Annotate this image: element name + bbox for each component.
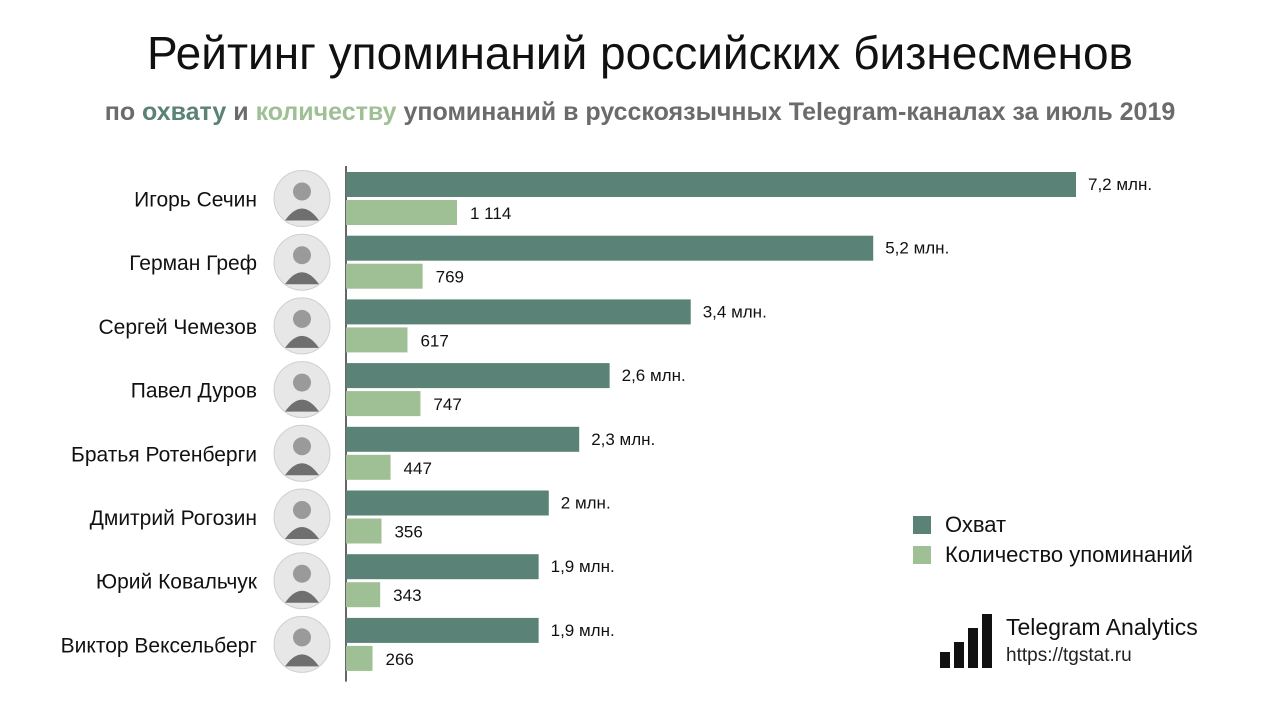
- legend: Охват Количество упоминаний: [913, 510, 1193, 570]
- category-label: Дмитрий Рогозин: [90, 507, 257, 530]
- person-photo-head: [293, 373, 311, 392]
- data-label-count: 356: [394, 523, 422, 542]
- data-label-reach: 3,4 млн.: [703, 302, 767, 321]
- data-label-count: 1 114: [470, 204, 511, 223]
- legend-swatch-count: [913, 546, 931, 564]
- data-label-count: 266: [386, 650, 414, 669]
- legend-item-count: Количество упоминаний: [913, 540, 1193, 570]
- data-label-reach: 1,9 млн.: [551, 621, 615, 640]
- data-label-reach: 2,3 млн.: [591, 430, 655, 449]
- category-label: Герман Греф: [129, 252, 257, 275]
- category-label: Игорь Сечин: [134, 189, 257, 212]
- person-photo-head: [293, 628, 311, 647]
- person-photo-head: [293, 182, 311, 201]
- bar-reach: [346, 617, 539, 643]
- data-label-reach: 1,9 млн.: [551, 557, 615, 576]
- bar-reach: [346, 490, 549, 516]
- data-label-reach: 7,2 млн.: [1088, 175, 1152, 194]
- subtitle-and: и: [226, 98, 256, 126]
- subtitle-prefix: по: [104, 98, 143, 126]
- category-label: Виктор Вексельберг: [61, 634, 258, 657]
- person-photo-head: [293, 437, 311, 456]
- data-label-reach: 2 млн.: [561, 494, 611, 513]
- person-photo-body: [285, 590, 319, 603]
- person-photo-body: [285, 335, 319, 348]
- person-photo-head: [293, 564, 311, 583]
- subtitle-reach-word: охвату: [142, 98, 227, 126]
- data-label-reach: 2,6 млн.: [622, 366, 686, 385]
- legend-swatch-reach: [913, 516, 931, 534]
- bar-reach: [346, 235, 874, 261]
- subtitle-suffix: упоминаний в русскоязычных Telegram-кана…: [396, 98, 1176, 126]
- bar-reach: [346, 554, 539, 580]
- person-photo-body: [285, 527, 319, 539]
- bar-chart-logo-icon: [940, 614, 992, 668]
- chart-title: Рейтинг упоминаний российских бизнесмено…: [147, 27, 1133, 79]
- person-photo-head: [293, 246, 311, 265]
- category-label: Юрий Ковальчук: [96, 571, 258, 594]
- bar-reach: [346, 363, 610, 389]
- bar-count: [346, 645, 373, 671]
- brand-url-link[interactable]: https://tgstat.ru: [1006, 645, 1132, 666]
- bar-count: [346, 518, 382, 544]
- bar-count: [346, 454, 391, 480]
- legend-item-reach: Охват: [913, 510, 1193, 540]
- brand-text: Telegram Analytics https://tgstat.ru: [1006, 612, 1198, 670]
- person-photo-head: [293, 309, 311, 328]
- chart-subtitle: по охвату и количеству упоминаний в русс…: [0, 98, 1280, 127]
- person-photo-body: [285, 272, 319, 285]
- data-label-reach: 5,2 млн.: [885, 239, 949, 258]
- legend-label-reach: Охват: [945, 512, 1007, 537]
- data-label-count: 343: [393, 586, 421, 605]
- person-photo-body: [285, 208, 319, 221]
- bar-count: [346, 582, 381, 608]
- bar-reach: [346, 299, 691, 325]
- data-label-count: 769: [436, 268, 464, 287]
- bar-reach: [346, 172, 1076, 197]
- person-photo-body: [285, 463, 319, 476]
- category-label: Братья Ротенберги: [71, 443, 257, 466]
- bar-count: [346, 327, 408, 353]
- data-label-count: 447: [404, 459, 432, 478]
- category-label: Сергей Чемезов: [98, 316, 257, 339]
- person-photo-head: [293, 501, 311, 519]
- person-photo-body: [285, 399, 319, 412]
- brand-block: Telegram Analytics https://tgstat.ru: [938, 612, 1198, 670]
- bar-count: [346, 200, 457, 225]
- data-label-count: 747: [433, 395, 461, 414]
- category-label: Павел Дуров: [131, 380, 257, 403]
- brand-name: Telegram Analytics: [1006, 614, 1198, 640]
- bar-reach: [346, 426, 580, 452]
- subtitle-count-word: количеству: [255, 98, 397, 126]
- bar-count: [346, 263, 423, 289]
- bar-count: [346, 391, 421, 417]
- legend-label-count: Количество упоминаний: [945, 542, 1193, 567]
- person-photo-body: [285, 654, 319, 667]
- data-label-count: 617: [420, 331, 448, 350]
